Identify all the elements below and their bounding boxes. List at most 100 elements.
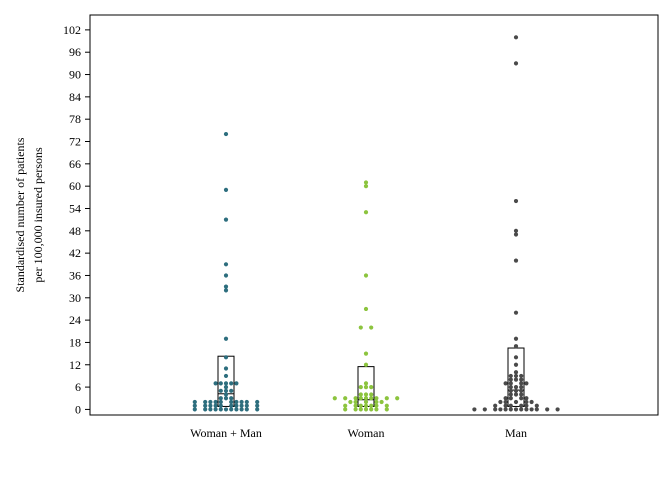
data-point	[218, 396, 223, 401]
data-point	[513, 370, 519, 375]
data-point	[218, 407, 223, 412]
data-point	[223, 187, 229, 192]
data-point	[218, 381, 223, 386]
data-point	[374, 407, 379, 412]
data-point	[519, 373, 524, 379]
data-point	[508, 381, 513, 386]
data-point	[513, 355, 519, 360]
data-point	[244, 399, 249, 405]
data-point	[234, 407, 239, 412]
data-point	[363, 407, 369, 412]
data-point	[503, 407, 508, 412]
data-point	[513, 198, 519, 204]
y-axis-label-line-2: per 100,000 insured persons	[31, 147, 45, 283]
y-axis-label-line-1: Standardised number of patients	[13, 137, 27, 292]
data-point	[353, 403, 358, 408]
data-point	[363, 399, 369, 405]
data-point	[513, 232, 519, 237]
data-point	[508, 407, 513, 412]
data-point	[223, 388, 229, 393]
data-point	[369, 384, 374, 390]
data-point	[332, 396, 337, 401]
data-point	[353, 396, 358, 401]
y-tick-label: 90	[69, 68, 81, 82]
data-point	[363, 384, 369, 390]
data-point	[358, 384, 363, 390]
data-point	[343, 407, 348, 412]
data-point	[493, 407, 498, 412]
data-point	[513, 392, 519, 397]
y-axis: 0 6 12 18 24 30 36 42 48 54 60 66 72 78 84 90 96 102	[63, 23, 90, 416]
data-point	[369, 325, 374, 330]
data-point	[513, 399, 519, 405]
data-point	[223, 336, 229, 341]
data-point	[379, 399, 384, 405]
data-point	[223, 407, 229, 412]
y-tick-label: 24	[69, 313, 81, 327]
data-point	[519, 384, 524, 390]
data-point	[234, 403, 239, 408]
data-point	[503, 399, 508, 405]
data-point	[513, 35, 519, 40]
data-point	[223, 384, 229, 390]
data-point	[513, 388, 519, 393]
data-point	[244, 407, 249, 412]
data-point	[534, 407, 539, 412]
data-point	[508, 403, 513, 408]
data-point	[369, 396, 374, 401]
data-point	[513, 228, 519, 233]
data-point	[529, 399, 534, 405]
data-point	[208, 399, 213, 405]
data-point	[239, 407, 244, 412]
data-point	[503, 403, 508, 408]
data-point	[374, 396, 379, 401]
data-point	[369, 407, 374, 412]
data-point	[519, 388, 524, 393]
data-point	[534, 403, 539, 408]
data-point	[218, 388, 223, 393]
data-point	[503, 396, 508, 401]
data-point	[223, 381, 229, 386]
data-point	[353, 399, 358, 405]
data-point	[213, 399, 218, 405]
data-point	[498, 399, 503, 405]
data-point	[519, 403, 524, 408]
y-tick-label: 66	[69, 157, 81, 171]
data-point	[223, 355, 229, 360]
data-point	[255, 399, 260, 405]
data-point	[555, 407, 560, 412]
data-point	[369, 392, 374, 397]
data-point	[363, 184, 369, 189]
data-point	[229, 388, 234, 393]
data-point	[472, 407, 477, 412]
data-point	[545, 407, 550, 412]
data-point	[218, 399, 223, 405]
data-point	[213, 381, 218, 386]
data-point	[343, 396, 348, 401]
data-point	[524, 403, 529, 408]
data-point	[192, 407, 197, 412]
data-point	[234, 399, 239, 405]
data-point	[519, 407, 524, 412]
y-tick-label: 6	[75, 380, 81, 394]
data-point	[203, 399, 208, 405]
data-point	[229, 399, 234, 405]
data-point	[223, 217, 229, 222]
data-point	[363, 180, 369, 185]
data-point	[363, 392, 369, 397]
data-point	[223, 273, 229, 278]
y-tick-label: 78	[69, 112, 81, 126]
data-point	[239, 403, 244, 408]
y-tick-label: 102	[63, 23, 81, 37]
data-point	[363, 403, 369, 408]
y-tick-label: 48	[69, 224, 81, 238]
data-point	[363, 396, 369, 401]
data-point	[508, 392, 513, 397]
data-point	[192, 403, 197, 408]
data-point	[508, 373, 513, 379]
data-point	[348, 399, 353, 405]
data-point	[353, 407, 358, 412]
data-point	[513, 362, 519, 367]
data-point	[239, 399, 244, 405]
data-point	[363, 210, 369, 215]
